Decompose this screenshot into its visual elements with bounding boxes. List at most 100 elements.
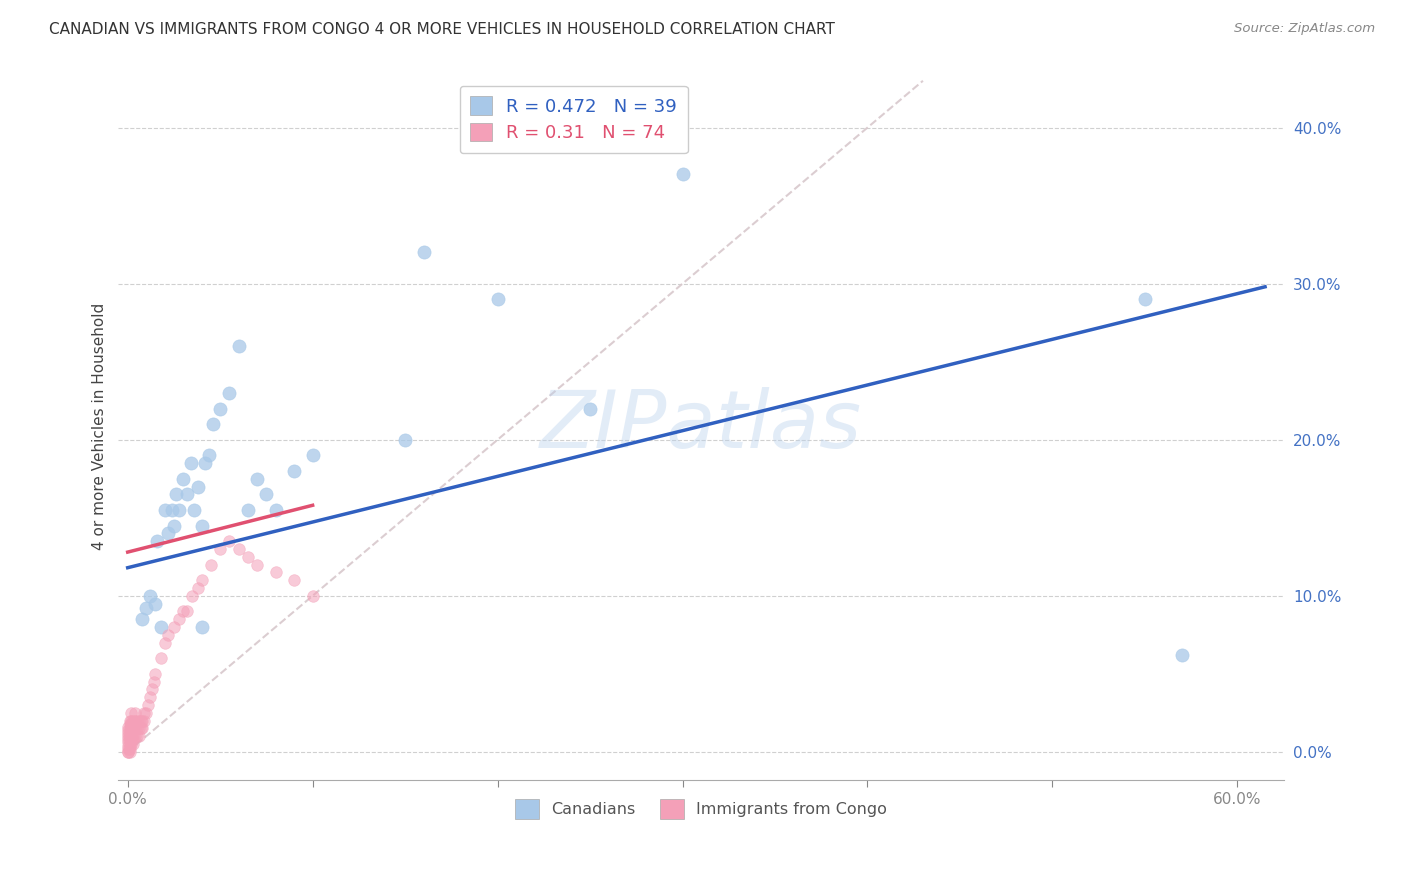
Point	[236, 503, 259, 517]
Point	[145, 666, 167, 681]
Point	[157, 628, 180, 642]
Point	[172, 472, 194, 486]
Point	[165, 487, 187, 501]
Point	[118, 745, 141, 759]
Point	[117, 735, 139, 749]
Point	[122, 714, 145, 728]
Point	[117, 745, 139, 759]
Point	[228, 541, 250, 556]
Point	[124, 722, 146, 736]
Point	[120, 706, 142, 720]
Point	[190, 620, 212, 634]
Point	[283, 464, 305, 478]
Point	[190, 573, 212, 587]
Point	[180, 456, 202, 470]
Point	[124, 706, 146, 720]
Point	[176, 487, 198, 501]
Text: CANADIAN VS IMMIGRANTS FROM CONGO 4 OR MORE VEHICLES IN HOUSEHOLD CORRELATION CH: CANADIAN VS IMMIGRANTS FROM CONGO 4 OR M…	[49, 22, 835, 37]
Point	[218, 385, 240, 400]
Point	[181, 589, 204, 603]
Point	[194, 456, 217, 470]
Point	[160, 503, 183, 517]
Point	[157, 526, 180, 541]
Point	[172, 604, 194, 618]
Point	[125, 714, 148, 728]
Point	[131, 714, 153, 728]
Point	[117, 726, 139, 740]
Point	[124, 729, 146, 743]
Point	[120, 722, 142, 736]
Point	[198, 448, 221, 462]
Point	[120, 726, 142, 740]
Point	[118, 726, 141, 740]
Point	[228, 339, 250, 353]
Point	[117, 723, 139, 737]
Point	[131, 612, 153, 626]
Point	[120, 732, 142, 747]
Point	[301, 448, 323, 462]
Point	[128, 714, 150, 728]
Point	[579, 401, 602, 416]
Point	[118, 732, 141, 747]
Point	[118, 735, 141, 749]
Point	[120, 729, 142, 743]
Text: Source: ZipAtlas.com: Source: ZipAtlas.com	[1234, 22, 1375, 36]
Point	[201, 417, 224, 431]
Point	[122, 732, 145, 747]
Point	[283, 573, 305, 587]
Legend: Canadians, Immigrants from Congo: Canadians, Immigrants from Congo	[509, 793, 894, 825]
Point	[118, 729, 141, 743]
Point	[128, 729, 150, 743]
Point	[118, 739, 141, 753]
Point	[153, 635, 176, 649]
Point	[120, 737, 142, 751]
Point	[394, 433, 416, 447]
Point	[1133, 293, 1156, 307]
Point	[117, 732, 139, 747]
Point	[125, 729, 148, 743]
Point	[264, 503, 287, 517]
Point	[129, 714, 152, 728]
Point	[236, 549, 259, 564]
Point	[163, 518, 186, 533]
Point	[136, 698, 159, 712]
Point	[145, 597, 167, 611]
Point	[176, 604, 198, 618]
Point	[149, 651, 172, 665]
Point	[139, 690, 162, 705]
Point	[142, 674, 165, 689]
Point	[135, 601, 157, 615]
Point	[254, 487, 277, 501]
Y-axis label: 4 or more Vehicles in Household: 4 or more Vehicles in Household	[93, 303, 107, 550]
Point	[141, 682, 163, 697]
Point	[169, 503, 191, 517]
Point	[1171, 648, 1194, 662]
Point	[486, 293, 509, 307]
Point	[122, 722, 145, 736]
Point	[117, 729, 139, 743]
Point	[118, 716, 141, 731]
Text: ZIPatlas: ZIPatlas	[540, 387, 862, 466]
Point	[134, 706, 156, 720]
Point	[134, 714, 156, 728]
Point	[131, 722, 153, 736]
Point	[190, 518, 212, 533]
Point	[135, 706, 157, 720]
Point	[118, 741, 141, 756]
Point	[412, 245, 434, 260]
Point	[246, 558, 269, 572]
Point	[149, 620, 172, 634]
Point	[117, 741, 139, 756]
Point	[117, 745, 139, 759]
Point	[153, 503, 176, 517]
Point	[301, 589, 323, 603]
Point	[209, 401, 232, 416]
Point	[187, 479, 209, 493]
Point	[218, 534, 240, 549]
Point	[183, 503, 205, 517]
Point	[118, 722, 141, 736]
Point	[124, 714, 146, 728]
Point	[169, 612, 191, 626]
Point	[139, 589, 162, 603]
Point	[122, 729, 145, 743]
